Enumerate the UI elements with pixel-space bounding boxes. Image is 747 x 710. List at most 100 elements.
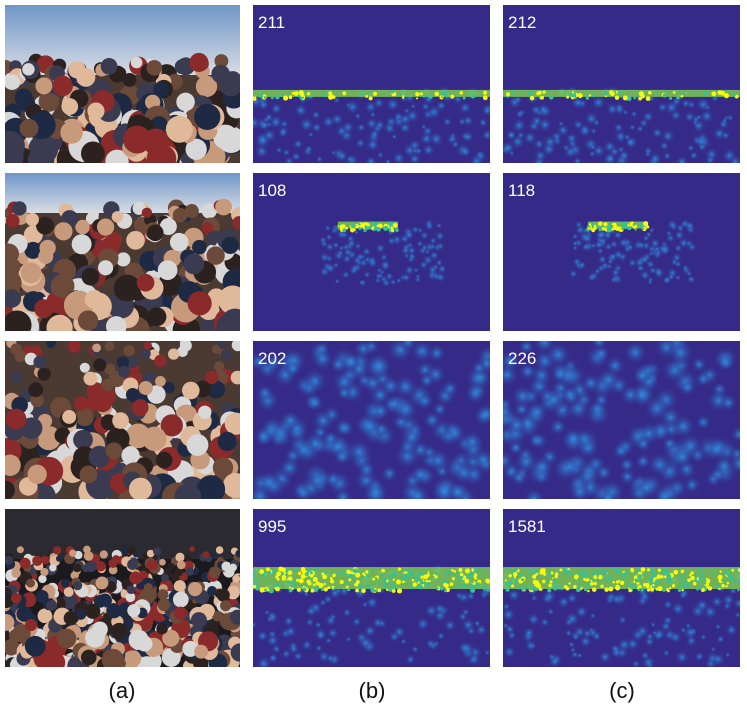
density-peak xyxy=(627,581,630,584)
density-peak xyxy=(259,93,264,98)
density-blob xyxy=(530,594,538,602)
density-blob xyxy=(254,143,270,159)
density-blob xyxy=(593,267,602,276)
density-blob xyxy=(409,463,432,486)
density-peak xyxy=(372,91,377,96)
count-label: 995 xyxy=(258,517,286,536)
density-blob xyxy=(392,625,407,639)
density-peak xyxy=(322,574,327,580)
density-peak xyxy=(539,571,544,575)
density-peak xyxy=(416,97,419,100)
density-peak xyxy=(471,581,474,584)
density-peak xyxy=(600,584,604,589)
density-peak xyxy=(591,572,594,575)
density-blob xyxy=(460,617,476,633)
density-blob xyxy=(353,112,362,121)
head xyxy=(5,213,20,228)
density-peak xyxy=(597,221,603,226)
density-blob xyxy=(351,616,362,627)
density-peak xyxy=(731,91,734,94)
density-content xyxy=(253,509,490,667)
density-peak xyxy=(281,574,287,580)
density-peak xyxy=(470,93,476,99)
density-blob xyxy=(341,243,350,252)
head xyxy=(54,222,73,241)
head xyxy=(143,341,152,350)
density-peak xyxy=(571,91,575,94)
density-peak xyxy=(542,90,546,94)
head xyxy=(156,622,168,635)
head xyxy=(208,566,221,578)
head xyxy=(141,207,153,218)
density-peak xyxy=(537,90,542,95)
density-peak xyxy=(737,568,740,572)
head xyxy=(136,635,153,652)
density-peak xyxy=(350,223,356,229)
head xyxy=(130,56,143,69)
density-blob xyxy=(637,240,646,250)
density-peak xyxy=(309,571,313,575)
density-blob xyxy=(335,149,349,163)
head xyxy=(123,344,135,357)
density-blob xyxy=(422,254,434,266)
density-peak xyxy=(411,579,415,582)
density-peak xyxy=(253,577,257,581)
photo-content xyxy=(5,5,240,163)
head xyxy=(93,594,107,608)
density-blob xyxy=(253,621,257,629)
head xyxy=(231,341,240,352)
density-blob xyxy=(259,119,270,131)
density-peak xyxy=(513,575,517,579)
head xyxy=(5,613,15,631)
density-blob xyxy=(399,637,408,646)
density-map: 211 xyxy=(253,5,490,163)
density-peak xyxy=(668,586,672,590)
density-blob xyxy=(674,154,690,163)
density-blob xyxy=(321,114,336,129)
density-peak xyxy=(304,571,309,577)
head xyxy=(124,650,142,667)
density-content xyxy=(503,173,740,331)
density-peak xyxy=(348,578,352,582)
density-peak xyxy=(590,222,595,227)
head xyxy=(87,102,105,120)
density-blob xyxy=(662,599,674,611)
density-blob xyxy=(702,604,719,620)
density-peak xyxy=(623,224,628,230)
density-blob xyxy=(514,109,525,119)
density-blob xyxy=(715,634,726,644)
density-map: 212 xyxy=(503,5,740,163)
head xyxy=(87,209,99,221)
density-blob xyxy=(693,650,705,662)
count-label: 211 xyxy=(258,13,285,32)
density-blob xyxy=(364,155,378,163)
density-peak xyxy=(508,574,512,578)
density-peak xyxy=(631,568,634,572)
photo-content xyxy=(5,341,240,499)
density-blob xyxy=(597,649,613,665)
density-peak xyxy=(517,572,522,577)
density-blob xyxy=(314,644,323,653)
head xyxy=(189,546,195,552)
column-label: (a) xyxy=(109,678,136,703)
density-peak xyxy=(661,586,667,592)
density-peak xyxy=(523,574,527,577)
density-peak xyxy=(476,582,481,587)
density-peak xyxy=(596,226,599,229)
density-peak xyxy=(666,574,672,579)
density-peak xyxy=(598,574,603,580)
density-blob xyxy=(522,130,538,146)
density-peak xyxy=(591,94,596,98)
density-peak xyxy=(721,578,725,582)
density-blob xyxy=(648,151,663,163)
density-peak xyxy=(335,572,339,575)
head xyxy=(8,629,22,642)
head xyxy=(195,75,218,98)
density-peak xyxy=(700,587,705,592)
density-blob xyxy=(517,341,535,356)
density-peak xyxy=(345,580,349,584)
density-peak xyxy=(577,577,581,581)
density-blob xyxy=(422,410,442,431)
head xyxy=(105,442,123,460)
photo-content xyxy=(5,509,240,667)
